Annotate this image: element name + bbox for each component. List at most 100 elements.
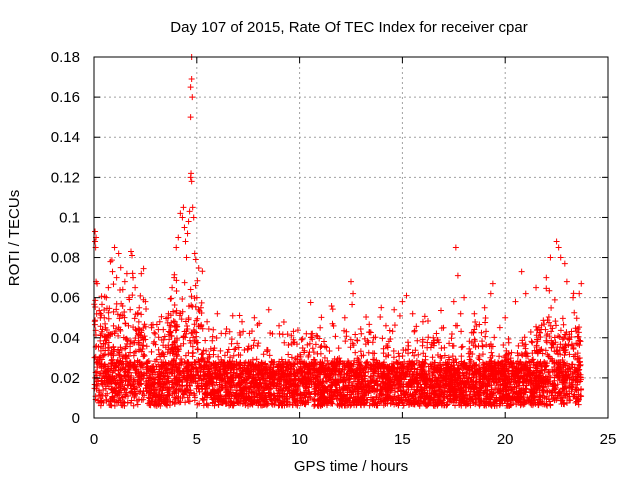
data-point [421, 385, 428, 392]
data-point [305, 353, 312, 360]
data-point [187, 371, 194, 378]
data-point [395, 385, 402, 392]
data-point [189, 343, 196, 350]
data-point [158, 370, 165, 377]
data-point [335, 345, 342, 352]
data-point [307, 367, 314, 374]
data-point [533, 389, 540, 396]
data-point [134, 401, 141, 408]
data-point [102, 347, 109, 354]
data-point [103, 375, 110, 382]
data-point [529, 350, 536, 357]
data-point [402, 374, 409, 381]
data-point [187, 387, 194, 394]
data-point [369, 350, 376, 357]
data-point [530, 375, 537, 382]
data-point [530, 356, 537, 363]
data-point [414, 366, 421, 373]
data-point [212, 371, 219, 378]
data-point [361, 372, 368, 379]
data-point [564, 360, 571, 367]
data-point [158, 359, 165, 366]
data-point [228, 360, 235, 367]
data-point [203, 347, 210, 354]
data-point [360, 382, 367, 389]
data-point [127, 340, 134, 347]
data-point [91, 381, 98, 388]
data-point [151, 390, 158, 397]
data-point [200, 376, 207, 383]
data-point [123, 335, 130, 342]
data-point [496, 402, 503, 409]
data-point [479, 376, 486, 383]
data-point [192, 378, 199, 385]
data-point [175, 398, 182, 405]
data-point [498, 372, 505, 379]
data-point [569, 342, 576, 349]
data-point [160, 326, 167, 333]
data-point [475, 388, 482, 395]
data-point [194, 346, 201, 353]
data-point [576, 324, 583, 331]
data-point [521, 378, 528, 385]
data-point [124, 337, 131, 344]
data-point [223, 325, 230, 332]
data-point [97, 323, 104, 330]
data-point [199, 397, 206, 404]
data-point [546, 287, 553, 294]
data-point [533, 344, 540, 351]
data-point [521, 398, 528, 405]
data-point [269, 359, 276, 366]
data-point [441, 391, 448, 398]
data-point [502, 352, 509, 359]
data-point [482, 383, 489, 390]
data-point [528, 397, 535, 404]
data-point [514, 390, 521, 397]
data-point [446, 356, 453, 363]
data-point [136, 389, 143, 396]
data-point [442, 376, 449, 383]
data-point [401, 358, 408, 365]
data-point [250, 399, 257, 406]
data-point [424, 344, 431, 351]
data-point [115, 332, 122, 339]
data-point [350, 399, 357, 406]
data-point [519, 352, 526, 359]
data-point [508, 386, 515, 393]
data-point [173, 366, 180, 373]
data-point [377, 314, 384, 320]
data-point [175, 372, 182, 379]
data-point [153, 321, 160, 328]
data-point [189, 350, 196, 357]
data-point [163, 401, 170, 408]
data-point [98, 301, 105, 308]
data-point [371, 369, 378, 376]
data-point [211, 390, 218, 397]
data-point [185, 303, 192, 310]
data-point [173, 390, 180, 397]
data-point [198, 321, 205, 328]
data-point [160, 336, 167, 343]
data-point [294, 386, 301, 393]
data-point [249, 375, 256, 382]
data-point [479, 351, 486, 358]
data-point [221, 371, 228, 378]
data-point [500, 393, 507, 400]
data-point [567, 384, 574, 391]
data-point [282, 384, 289, 391]
data-point [285, 351, 292, 358]
data-point [444, 401, 451, 408]
data-point [521, 397, 528, 404]
data-point [557, 341, 564, 348]
data-point [200, 402, 207, 409]
data-point [485, 396, 492, 403]
data-point [496, 324, 503, 331]
data-point [460, 365, 467, 372]
data-point [437, 375, 444, 382]
data-point [97, 337, 104, 344]
data-point [547, 402, 554, 409]
data-point [391, 393, 398, 400]
data-point [96, 359, 103, 366]
data-point [171, 302, 178, 309]
data-point [366, 402, 373, 409]
